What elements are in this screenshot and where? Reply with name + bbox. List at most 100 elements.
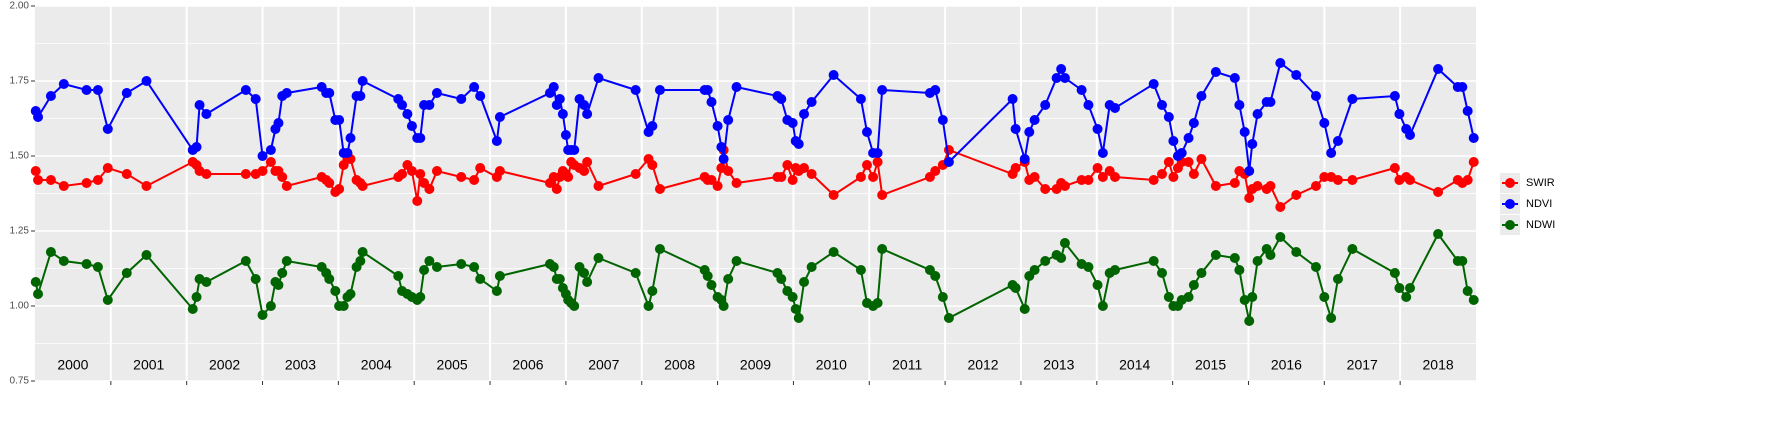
data-point bbox=[877, 85, 888, 95]
data-point bbox=[1163, 292, 1174, 302]
data-point bbox=[630, 85, 641, 95]
data-point bbox=[731, 256, 742, 266]
data-point bbox=[1332, 136, 1343, 146]
y-tick-label: 1.50 bbox=[10, 151, 30, 162]
data-point bbox=[1319, 118, 1330, 128]
data-point bbox=[937, 115, 948, 125]
data-point bbox=[81, 178, 92, 188]
data-point bbox=[1196, 268, 1207, 278]
data-point bbox=[406, 166, 417, 176]
data-point bbox=[475, 274, 486, 284]
legend-entry: NDVI bbox=[1500, 194, 1552, 214]
data-point bbox=[630, 268, 641, 278]
data-point bbox=[1196, 154, 1207, 164]
data-point bbox=[494, 271, 505, 281]
data-point bbox=[790, 304, 801, 314]
data-point bbox=[415, 169, 426, 179]
data-point bbox=[1265, 250, 1276, 260]
data-point bbox=[469, 262, 480, 272]
data-point bbox=[1040, 100, 1051, 110]
data-point bbox=[1239, 127, 1250, 137]
data-point bbox=[141, 76, 152, 86]
data-point bbox=[593, 73, 604, 83]
data-point bbox=[1097, 301, 1108, 311]
data-point bbox=[787, 118, 798, 128]
data-point bbox=[277, 268, 288, 278]
data-point bbox=[579, 166, 590, 176]
legend-key-point bbox=[1505, 178, 1515, 188]
legend-label: NDWI bbox=[1526, 219, 1555, 231]
data-point bbox=[1468, 295, 1479, 305]
data-point bbox=[201, 277, 212, 287]
data-point bbox=[424, 256, 435, 266]
data-point bbox=[1007, 94, 1018, 104]
data-point bbox=[1332, 274, 1343, 284]
data-point bbox=[1468, 157, 1479, 167]
data-point bbox=[265, 301, 276, 311]
data-point bbox=[943, 313, 954, 323]
data-point bbox=[1157, 100, 1168, 110]
data-point bbox=[1210, 67, 1221, 77]
data-point bbox=[718, 301, 729, 311]
data-point bbox=[1051, 73, 1062, 83]
data-point bbox=[868, 172, 879, 182]
data-point bbox=[1239, 295, 1250, 305]
data-point bbox=[1029, 172, 1040, 182]
legend-label: SWIR bbox=[1526, 177, 1555, 189]
data-point bbox=[1457, 256, 1468, 266]
y-tick-label: 2.00 bbox=[10, 1, 30, 12]
data-point bbox=[121, 88, 132, 98]
data-point bbox=[1210, 250, 1221, 260]
data-point bbox=[1083, 100, 1094, 110]
data-point bbox=[1040, 256, 1051, 266]
data-point bbox=[1019, 304, 1030, 314]
data-point bbox=[1183, 157, 1194, 167]
data-point bbox=[647, 286, 658, 296]
data-point bbox=[1275, 58, 1286, 68]
data-point bbox=[1252, 256, 1263, 266]
data-point bbox=[357, 247, 368, 257]
data-point bbox=[469, 82, 480, 92]
data-point bbox=[557, 109, 568, 119]
data-point bbox=[877, 190, 888, 200]
data-point bbox=[415, 133, 426, 143]
data-point bbox=[1229, 253, 1240, 263]
data-point bbox=[716, 142, 727, 152]
data-point bbox=[191, 142, 202, 152]
data-point bbox=[630, 169, 641, 179]
data-point bbox=[1148, 175, 1159, 185]
data-point bbox=[1083, 175, 1094, 185]
data-point bbox=[1275, 232, 1286, 242]
data-point bbox=[806, 262, 817, 272]
data-point bbox=[1157, 268, 1168, 278]
data-point bbox=[872, 157, 883, 167]
data-point bbox=[419, 265, 430, 275]
data-point bbox=[1332, 175, 1343, 185]
data-point bbox=[855, 265, 866, 275]
data-point bbox=[33, 112, 44, 122]
data-point bbox=[723, 166, 734, 176]
data-point bbox=[81, 259, 92, 269]
data-point bbox=[712, 121, 723, 131]
data-point bbox=[342, 148, 353, 158]
data-point bbox=[1092, 280, 1103, 290]
data-point bbox=[930, 166, 941, 176]
data-point bbox=[191, 292, 202, 302]
data-point bbox=[1183, 292, 1194, 302]
data-point bbox=[141, 250, 152, 260]
data-point bbox=[560, 130, 571, 140]
data-point bbox=[456, 94, 467, 104]
data-point bbox=[1405, 130, 1416, 140]
data-point bbox=[250, 274, 261, 284]
data-point bbox=[1394, 283, 1405, 293]
data-point bbox=[1040, 184, 1051, 194]
data-point bbox=[1457, 82, 1468, 92]
data-point bbox=[1188, 118, 1199, 128]
data-point bbox=[1148, 256, 1159, 266]
data-point bbox=[706, 280, 717, 290]
data-point bbox=[30, 277, 41, 287]
data-point bbox=[491, 286, 502, 296]
data-point bbox=[475, 163, 486, 173]
data-point bbox=[1196, 91, 1207, 101]
data-point bbox=[92, 175, 103, 185]
